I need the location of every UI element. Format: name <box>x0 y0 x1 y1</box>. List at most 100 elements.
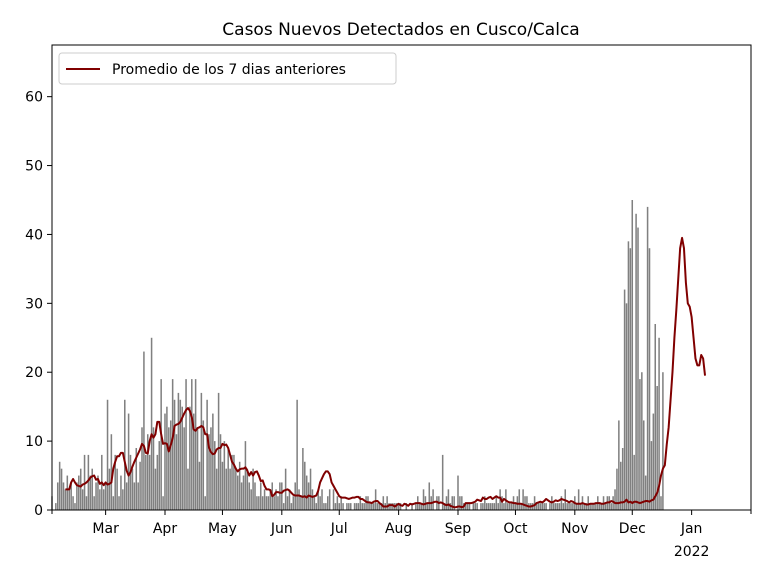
bar <box>171 379 174 510</box>
bar <box>656 386 658 510</box>
bar <box>543 503 545 510</box>
bar <box>359 496 362 510</box>
bar <box>476 503 478 510</box>
bar <box>631 200 634 510</box>
bar <box>637 227 639 510</box>
bar <box>267 496 270 510</box>
bar <box>342 503 344 510</box>
bar <box>258 496 260 510</box>
bar <box>365 496 367 510</box>
bar <box>112 496 115 510</box>
bar <box>204 496 206 510</box>
bar <box>127 413 130 510</box>
bar <box>302 448 304 510</box>
bar <box>192 413 195 510</box>
bar <box>277 496 279 510</box>
y-tick-label: 60 <box>25 90 43 106</box>
bar <box>212 413 214 510</box>
bar <box>124 399 126 510</box>
bar <box>510 503 513 510</box>
bar <box>154 468 157 510</box>
bar <box>173 399 176 510</box>
bar <box>533 496 536 510</box>
bar <box>418 503 421 510</box>
bar <box>518 489 521 510</box>
bar <box>242 475 245 510</box>
bar <box>79 468 82 510</box>
bar <box>158 441 161 510</box>
bar <box>305 475 308 510</box>
bar <box>198 461 201 510</box>
bar <box>554 503 557 510</box>
x-tick-label: Jul <box>330 521 348 537</box>
bar <box>118 496 120 510</box>
bar <box>340 496 342 510</box>
x-tick-label: Nov <box>561 521 588 537</box>
bar <box>620 461 622 510</box>
bar <box>487 503 490 510</box>
bar <box>129 454 132 510</box>
bar <box>219 434 222 510</box>
moving-average-line <box>65 236 707 509</box>
bar <box>541 503 544 510</box>
bar <box>196 427 199 510</box>
x-tick-label: Dec <box>619 521 646 537</box>
bar <box>526 496 528 510</box>
bar <box>292 496 295 510</box>
bar <box>451 496 454 510</box>
bar <box>334 503 337 510</box>
bar <box>286 496 289 510</box>
bar <box>545 503 547 510</box>
bar <box>426 503 429 510</box>
bar <box>493 503 496 510</box>
bar <box>225 468 228 510</box>
bar <box>187 468 189 510</box>
bar <box>641 372 643 510</box>
bar <box>635 213 637 510</box>
bar <box>491 503 494 510</box>
moving-average-series <box>65 236 707 509</box>
bar <box>332 489 335 510</box>
bar <box>392 503 394 510</box>
x-tick-sublabel: 2022 <box>674 544 710 560</box>
bar <box>591 503 593 510</box>
y-tick-label: 50 <box>25 159 43 175</box>
bar <box>642 420 645 510</box>
y-axis: 0 10 20 30 40 50 60 <box>25 90 52 519</box>
bar <box>206 399 208 510</box>
bar <box>55 503 57 510</box>
x-axis: Mar Apr May Jun Jul Aug Sep Oct Nov Dec Jan 2022 <box>51 510 752 560</box>
bar <box>621 448 624 510</box>
bar <box>579 503 582 510</box>
bar <box>85 496 88 510</box>
bar <box>152 427 155 510</box>
bar <box>627 241 630 510</box>
bar <box>298 489 300 510</box>
bar <box>93 496 95 510</box>
bar <box>315 503 318 510</box>
bar <box>552 503 555 510</box>
bar <box>497 503 499 510</box>
bar <box>125 482 128 510</box>
bar <box>577 489 580 510</box>
bar <box>273 496 275 510</box>
bar <box>346 503 348 510</box>
bar <box>614 489 616 510</box>
bar <box>464 503 467 510</box>
bar <box>160 379 162 510</box>
bar <box>246 468 249 510</box>
bar <box>428 482 431 510</box>
bar <box>290 503 293 510</box>
bar <box>443 503 446 510</box>
bar <box>137 482 139 510</box>
bar <box>598 503 601 510</box>
bar <box>495 496 498 510</box>
bar <box>81 489 84 510</box>
bar <box>482 503 484 510</box>
legend-label: Promedio de los 7 dias anteriores <box>112 62 346 78</box>
plot-frame <box>51 44 752 511</box>
bar <box>202 420 205 510</box>
bar <box>87 454 90 510</box>
bar <box>612 496 614 510</box>
bar <box>371 503 373 510</box>
